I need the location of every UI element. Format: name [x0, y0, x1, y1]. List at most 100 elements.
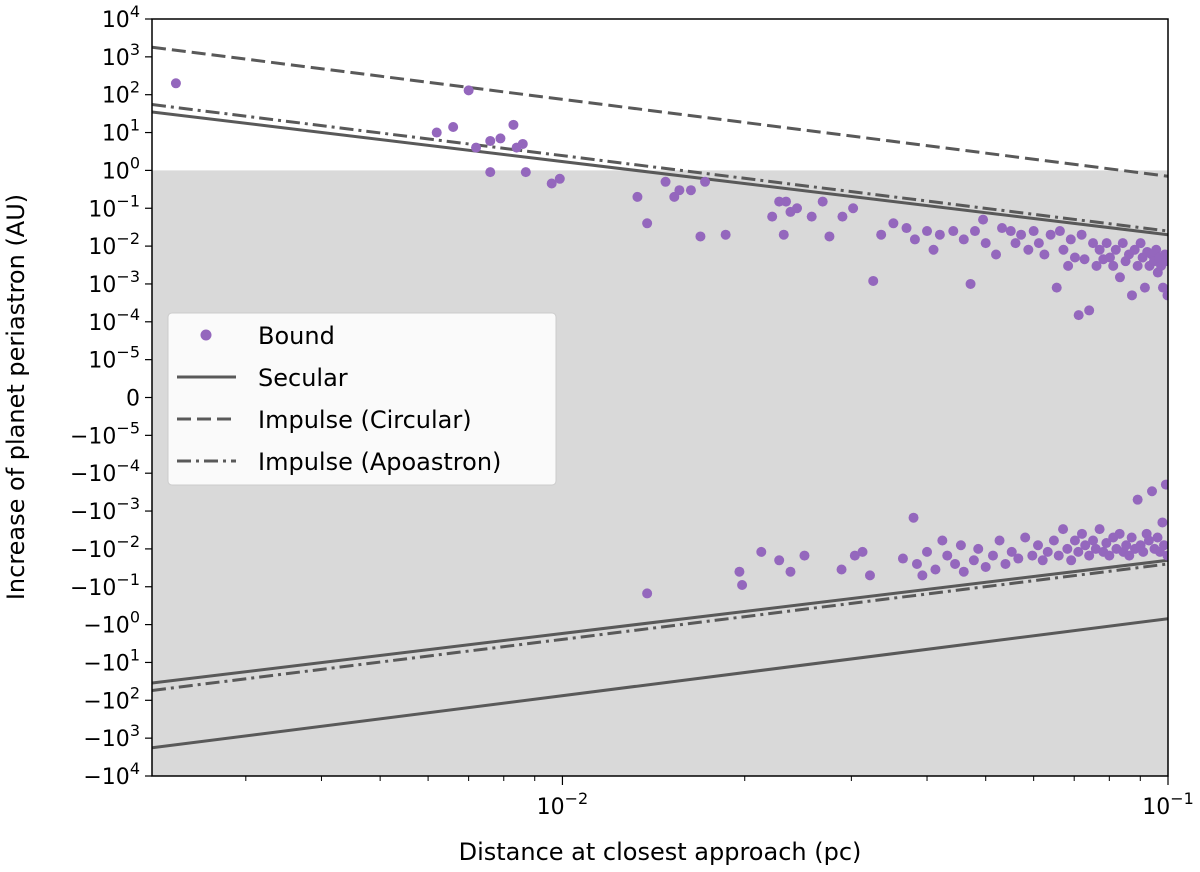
data-point — [508, 119, 519, 130]
data-point — [1076, 528, 1087, 539]
data-point — [1076, 229, 1087, 240]
data-point — [1084, 305, 1095, 316]
data-point — [1126, 532, 1137, 543]
data-point — [1157, 282, 1168, 293]
data-point — [642, 218, 653, 229]
data-point — [1101, 538, 1112, 549]
data-point — [1020, 532, 1031, 543]
legend-label: Impulse (Circular) — [258, 406, 472, 434]
y-tick-label: 100 — [102, 153, 140, 184]
data-point — [837, 211, 848, 222]
data-point — [720, 229, 731, 240]
data-point — [1121, 540, 1132, 551]
data-point — [1058, 524, 1069, 535]
data-point — [734, 566, 745, 577]
data-point — [1138, 546, 1149, 557]
y-tick-label: 10−1 — [88, 191, 140, 222]
data-point — [1088, 238, 1099, 249]
series-line-unlabeled-4 — [152, 558, 1168, 685]
data-point — [1006, 546, 1017, 557]
data-point — [1159, 540, 1168, 551]
data-point — [836, 564, 847, 575]
data-point — [868, 275, 879, 286]
data-point — [997, 223, 1008, 234]
data-point — [930, 564, 941, 575]
data-point — [1073, 310, 1084, 321]
data-point — [969, 226, 980, 237]
data-point — [792, 203, 803, 214]
series-line-unlabeled-5 — [152, 562, 1168, 692]
data-point — [778, 229, 789, 240]
x-tick-label: 10−2 — [537, 789, 589, 820]
data-point — [955, 540, 966, 551]
data-point — [1080, 540, 1091, 551]
data-point — [1162, 550, 1168, 561]
data-point — [864, 570, 875, 581]
data-point — [994, 535, 1005, 546]
y-tick-label: −10−4 — [70, 456, 140, 487]
data-point — [848, 203, 859, 214]
y-tick-label: 10−2 — [88, 229, 140, 260]
data-point — [1151, 244, 1162, 255]
data-point — [1104, 252, 1115, 263]
data-point — [1005, 226, 1016, 237]
data-point — [1124, 550, 1135, 561]
data-point — [1066, 555, 1077, 566]
data-point — [695, 231, 706, 242]
data-point — [958, 566, 969, 577]
y-tick-label: −102 — [83, 683, 140, 714]
data-point — [922, 546, 933, 557]
data-point — [1037, 555, 1048, 566]
data-point — [1135, 238, 1146, 249]
data-point — [700, 176, 711, 187]
data-point — [1110, 244, 1121, 255]
data-point — [1129, 244, 1140, 255]
data-point — [897, 553, 908, 564]
data-point — [632, 191, 643, 202]
data-point — [737, 580, 748, 591]
y-tick-label: 0 — [126, 387, 140, 412]
data-point — [888, 218, 899, 229]
y-tick-label: −104 — [83, 759, 140, 790]
series-line-impulse-apoastron — [152, 103, 1168, 233]
data-point — [485, 135, 496, 146]
data-point — [685, 185, 696, 196]
data-point — [1091, 260, 1102, 271]
data-point — [1126, 290, 1137, 301]
data-point — [958, 234, 969, 245]
data-point — [1027, 550, 1038, 561]
data-point — [1157, 517, 1168, 528]
data-point — [1084, 550, 1095, 561]
y-tick-label: 10−3 — [88, 267, 140, 298]
data-point — [448, 122, 459, 133]
data-point — [917, 570, 928, 581]
data-point — [911, 558, 922, 569]
y-tick-label: −10−5 — [70, 418, 140, 449]
series-line-secular — [152, 110, 1168, 237]
legend-label: Bound — [258, 322, 335, 350]
data-point — [968, 555, 979, 566]
data-point — [1152, 532, 1163, 543]
data-point — [1160, 479, 1168, 490]
data-point — [485, 167, 496, 178]
data-point — [1094, 524, 1105, 535]
x-tick-label: 10−1 — [1142, 789, 1194, 820]
data-point — [1114, 528, 1125, 539]
data-point — [1016, 229, 1027, 240]
data-point — [942, 550, 953, 561]
data-point — [1045, 229, 1056, 240]
y-tick-label: −103 — [83, 721, 140, 752]
data-point — [950, 558, 961, 569]
data-point — [1028, 226, 1039, 237]
data-point — [1108, 260, 1119, 271]
y-tick-label: 102 — [102, 78, 140, 109]
data-point — [1058, 244, 1069, 255]
data-point — [799, 550, 810, 561]
data-point — [471, 142, 482, 153]
legend-box — [167, 312, 557, 486]
data-point — [948, 226, 959, 237]
y-tick-label: −100 — [83, 608, 140, 639]
data-point — [554, 173, 565, 184]
data-point — [1039, 249, 1050, 260]
